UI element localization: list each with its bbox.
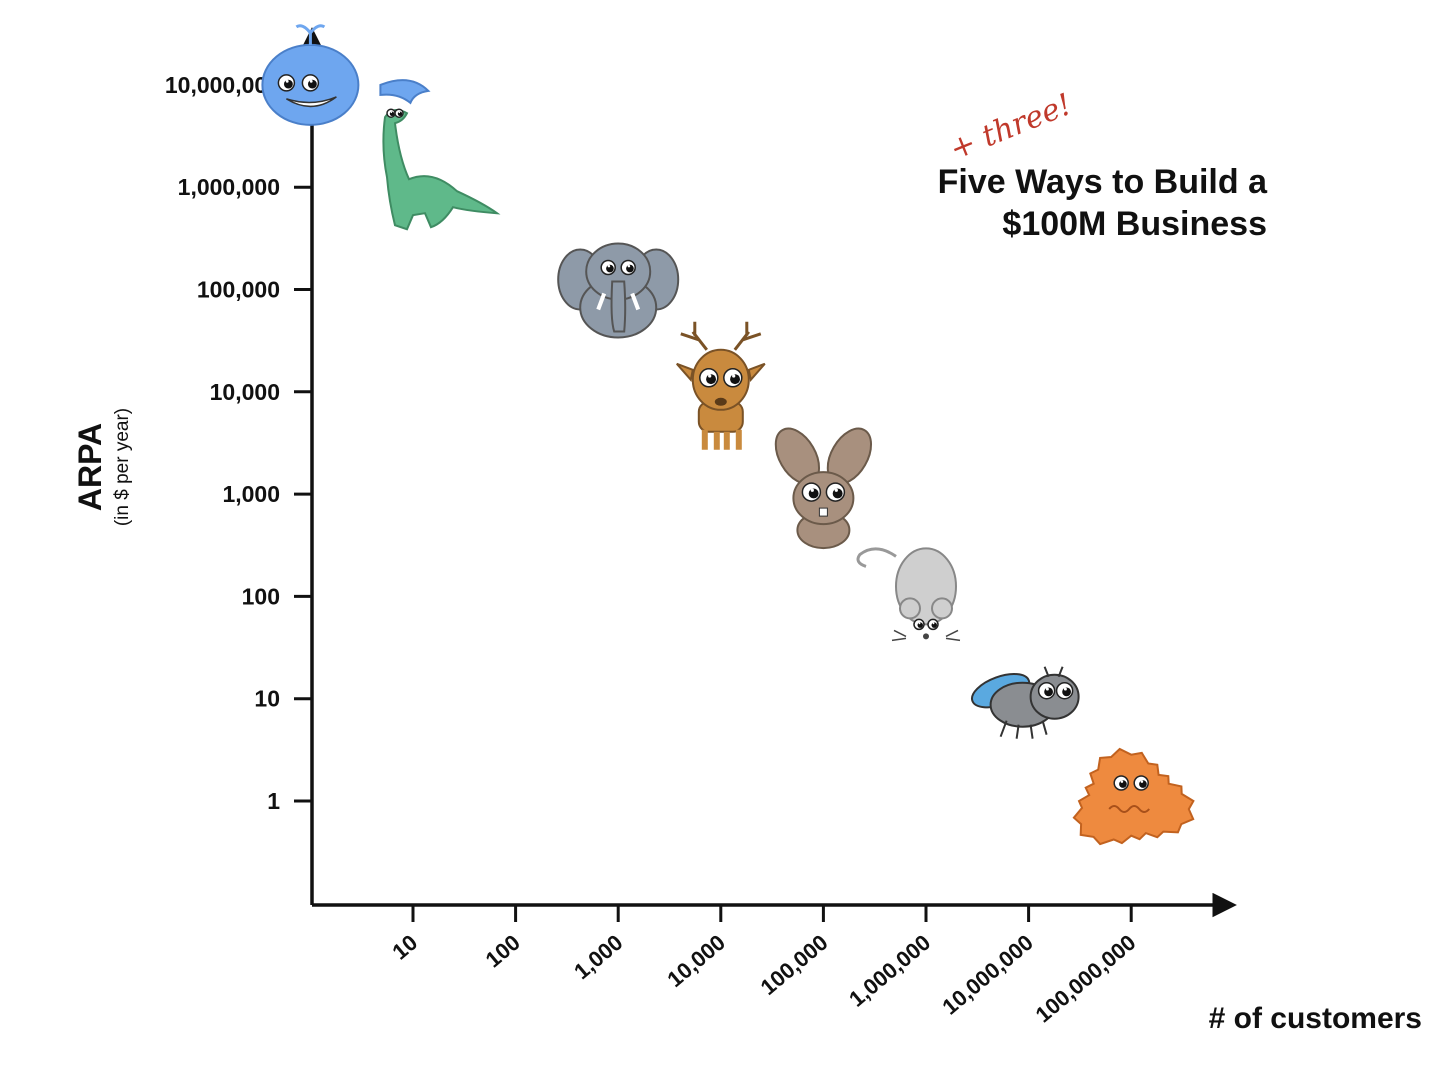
x-tick-label: 10,000,000 [937,930,1037,1020]
y-tick-label: 10,000,000 [165,72,280,98]
x-ticks: 10 100 1,000 10,000 100,000 1,000,000 10,000,0… [387,905,1140,1027]
data-points [261,24,1195,846]
y-axis-label: ARPA [72,423,108,511]
whale-icon [261,24,431,126]
amoeba-icon [1072,747,1195,846]
x-tick-label: 100,000,000 [1031,930,1141,1028]
x-tick-label: 10,000 [662,930,730,992]
x-tick-label: 100 [481,930,525,973]
y-tick-label: 1,000,000 [178,174,280,200]
y-axis-sublabel: (in $ per year) [112,408,133,526]
y-tick-label: 1,000 [222,481,280,507]
x-tick-label: 1,000,000 [844,930,935,1012]
rabbit-icon [774,427,873,550]
x-axis-label: # of customers [1209,1002,1422,1035]
elephant-icon [557,242,680,339]
mouse-icon [856,547,961,642]
dinosaur-icon [382,108,501,231]
x-tick-label: 1,000 [569,930,627,985]
annotation-plus-three: + three! [945,87,1077,167]
y-tick-label: 10,000 [210,379,280,405]
chart-title-line-1: Five Ways to Build a [938,163,1268,201]
deer-icon [676,321,766,450]
y-tick-label: 100,000 [197,277,280,303]
x-tick-label: 100,000 [756,930,833,1000]
y-ticks: 1 10 100 1,000 10,000 100,000 1,000,000 10,000,… [165,72,312,814]
fly-icon [971,666,1080,739]
y-tick-label: 10 [254,686,280,712]
chart-title-line-2: $100M Business [1002,205,1267,243]
y-tick-label: 1 [267,788,280,814]
y-tick-label: 100 [242,583,280,609]
x-tick-label: 10 [387,930,422,965]
